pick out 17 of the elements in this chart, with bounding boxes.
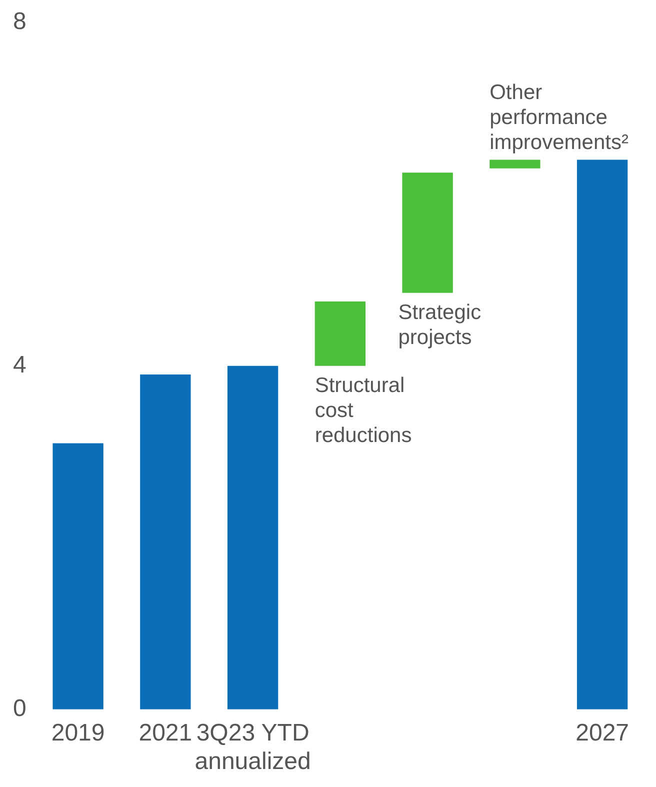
y-tick-label: 0	[12, 695, 26, 722]
series-label: Structural cost reductions	[314, 374, 412, 448]
bar	[52, 443, 104, 710]
series-label: Other performance improvements²	[490, 81, 628, 154]
x-tick-label: 3Q23 YTD annualized	[194, 719, 311, 776]
bar	[576, 160, 628, 710]
x-tick-label: 2019	[51, 719, 105, 746]
bar	[227, 366, 278, 710]
y-tick-label: 4	[12, 352, 26, 379]
x-tick-label: 2027	[576, 719, 630, 746]
bar	[140, 374, 191, 710]
bar	[490, 160, 540, 168]
bar	[402, 172, 453, 293]
x-tick-label: 2021	[138, 719, 192, 746]
y-tick-label: 8	[12, 8, 26, 36]
bar	[314, 301, 366, 366]
series-label: Strategic projects	[398, 301, 482, 350]
